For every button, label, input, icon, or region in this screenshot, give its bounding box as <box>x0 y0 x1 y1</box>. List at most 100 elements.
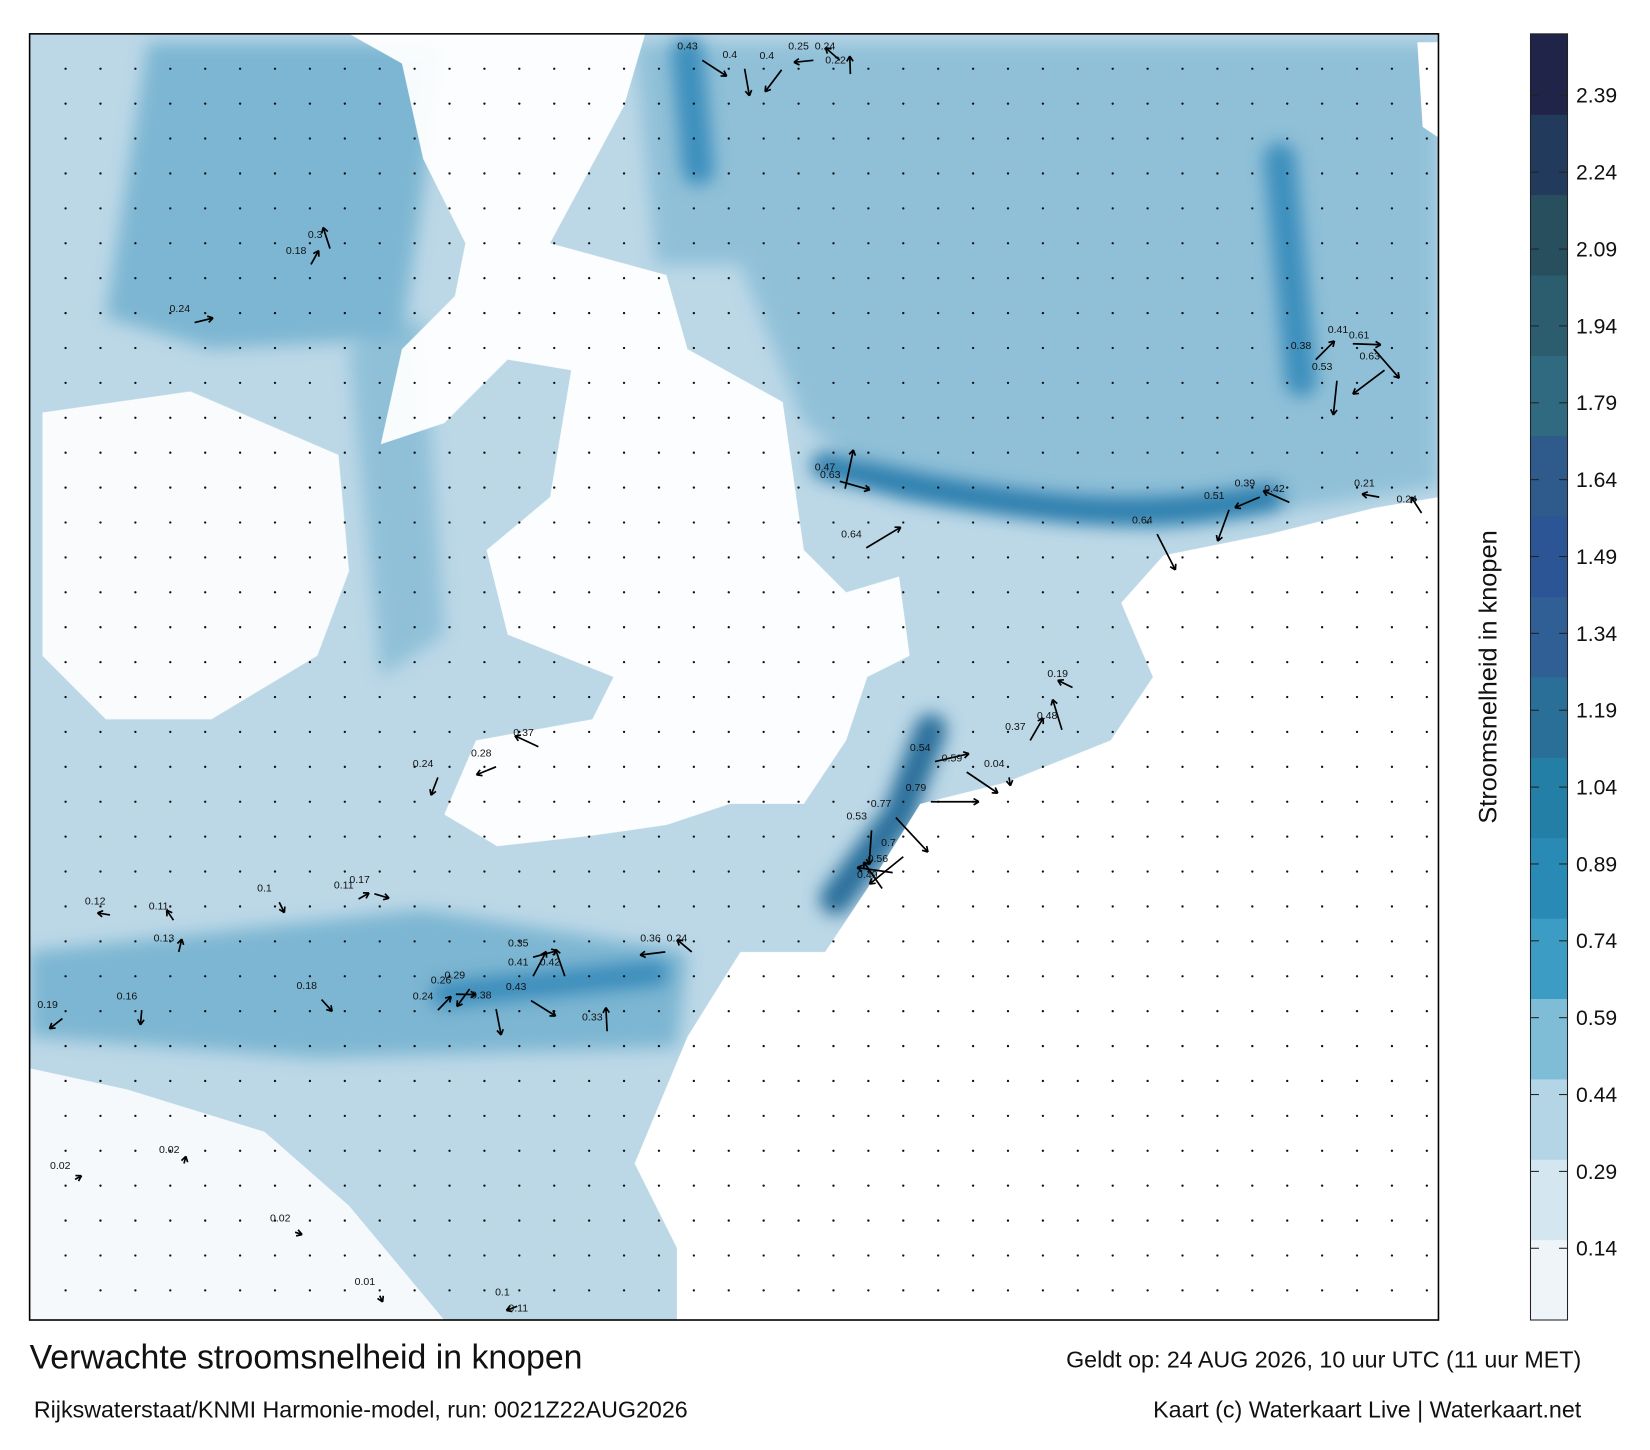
grid-dot <box>867 1184 870 1187</box>
grid-dot <box>762 626 765 629</box>
grid-dot <box>937 381 940 385</box>
grid-dot <box>902 765 905 768</box>
grid-dot <box>1041 277 1045 280</box>
grid-dot <box>273 277 277 280</box>
grid-dot <box>1111 1149 1114 1152</box>
grid-dots <box>64 67 1429 1292</box>
current-label: 0.19 <box>1047 668 1068 680</box>
colorbar-tick-label: 0.29 <box>1576 1161 1617 1184</box>
grid-dot <box>169 556 172 559</box>
current-arrow <box>895 817 929 853</box>
grid-dot <box>1111 730 1114 734</box>
grid-dot <box>518 486 521 489</box>
grid-dot <box>1181 242 1184 245</box>
grid-dot <box>413 591 416 594</box>
grid-dot <box>1286 870 1289 873</box>
grid-dot <box>727 1289 730 1292</box>
grid-dot <box>134 1114 137 1118</box>
grid-dot <box>448 591 451 594</box>
grid-dot <box>1251 556 1254 559</box>
grid-dot <box>1251 1184 1254 1187</box>
grid-dot <box>483 207 486 210</box>
current-arrows <box>48 46 1423 1313</box>
grid-dot <box>1041 591 1045 594</box>
grid-dot <box>622 172 626 175</box>
grid-dot <box>273 591 277 594</box>
current-arrow <box>1215 509 1230 542</box>
grid-dot <box>1320 975 1324 978</box>
grid-dot <box>1181 1184 1184 1187</box>
grid-dot <box>343 1149 346 1152</box>
grid-dot <box>832 67 835 70</box>
grid-dot <box>867 556 870 559</box>
grid-dot <box>1425 591 1429 594</box>
grid-dot <box>1111 660 1114 664</box>
grid-dot <box>692 730 696 734</box>
current-arrow <box>676 938 693 953</box>
grid-dot <box>169 416 172 419</box>
grid-dot <box>134 1149 137 1152</box>
grid-dot <box>1006 137 1010 140</box>
grid-dot <box>1355 660 1359 664</box>
grid-dot <box>937 416 940 419</box>
grid-dot <box>518 1289 521 1292</box>
grid-dot <box>902 1254 905 1257</box>
grid-dot <box>413 207 416 210</box>
grid-dot <box>518 1079 521 1083</box>
grid-dot <box>169 207 172 210</box>
grid-dot <box>413 1044 416 1048</box>
grid-dot <box>1076 1149 1079 1152</box>
grid-dot <box>1181 207 1184 210</box>
grid-dot <box>727 207 730 210</box>
grid-dot <box>1320 1254 1324 1257</box>
grid-dot <box>692 1184 696 1187</box>
grid-dot <box>1355 137 1359 140</box>
grid-dot <box>762 172 765 175</box>
grid-dot <box>1286 1289 1289 1292</box>
current-label: 0.24 <box>413 758 434 770</box>
grid-dot <box>413 695 416 699</box>
grid-dot <box>448 695 451 699</box>
grid-dot <box>1320 591 1324 594</box>
grid-dot <box>483 416 486 419</box>
grid-dot <box>483 1219 486 1222</box>
grid-dot <box>1355 277 1359 280</box>
grid-dot <box>1390 1289 1394 1292</box>
grid-dot <box>622 1044 626 1048</box>
grid-dot <box>204 695 207 699</box>
grid-dot <box>971 67 975 70</box>
grid-dot <box>657 660 661 664</box>
grid-dot <box>867 626 870 629</box>
colorbar-tick-label: 1.94 <box>1576 315 1617 338</box>
grid-dot <box>483 137 486 140</box>
grid-dot <box>204 800 207 803</box>
grid-dot <box>169 346 172 350</box>
grid-dot <box>518 277 521 280</box>
grid-dot <box>1425 556 1429 559</box>
grid-dot <box>1390 137 1394 140</box>
grid-dot <box>64 311 67 315</box>
grid-dot <box>343 1009 346 1013</box>
grid-dot <box>204 1009 207 1013</box>
grid-dot <box>937 311 940 315</box>
grid-dot <box>1146 137 1149 140</box>
grid-dot <box>1041 102 1045 105</box>
grid-dot <box>1076 416 1079 419</box>
colorbar-band <box>1530 355 1568 437</box>
grid-dot <box>134 800 137 803</box>
grid-dot <box>727 242 730 245</box>
grid-dot <box>937 486 940 489</box>
grid-dot <box>1076 486 1079 489</box>
grid-dot <box>1006 346 1010 350</box>
grid-dot <box>692 626 696 629</box>
grid-dot <box>1006 67 1010 70</box>
grid-dot <box>1076 1009 1079 1013</box>
grid-dot <box>483 67 486 70</box>
grid-dot <box>343 626 346 629</box>
grid-dot <box>273 905 277 908</box>
grid-dot <box>1006 381 1010 385</box>
grid-dot <box>518 695 521 699</box>
grid-dot <box>727 800 730 803</box>
grid-dot <box>378 800 381 803</box>
